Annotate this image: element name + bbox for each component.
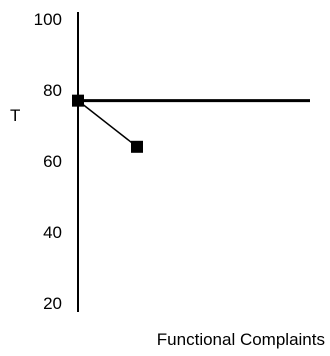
- data-point-marker: [72, 94, 84, 107]
- y-tick-label: 100: [34, 10, 62, 29]
- y-tick-label: 80: [43, 81, 62, 100]
- x-axis-title: Functional Complaints: [157, 330, 325, 349]
- y-axis-title: T: [10, 106, 20, 125]
- y-tick-labels: 20 40 60 80 100: [34, 10, 62, 313]
- y-tick-label: 40: [43, 223, 62, 242]
- data-point-marker: [131, 140, 143, 153]
- y-tick-label: 60: [43, 152, 62, 171]
- series-line: [77, 100, 138, 148]
- series-group: [72, 94, 143, 153]
- y-tick-label: 20: [43, 294, 62, 313]
